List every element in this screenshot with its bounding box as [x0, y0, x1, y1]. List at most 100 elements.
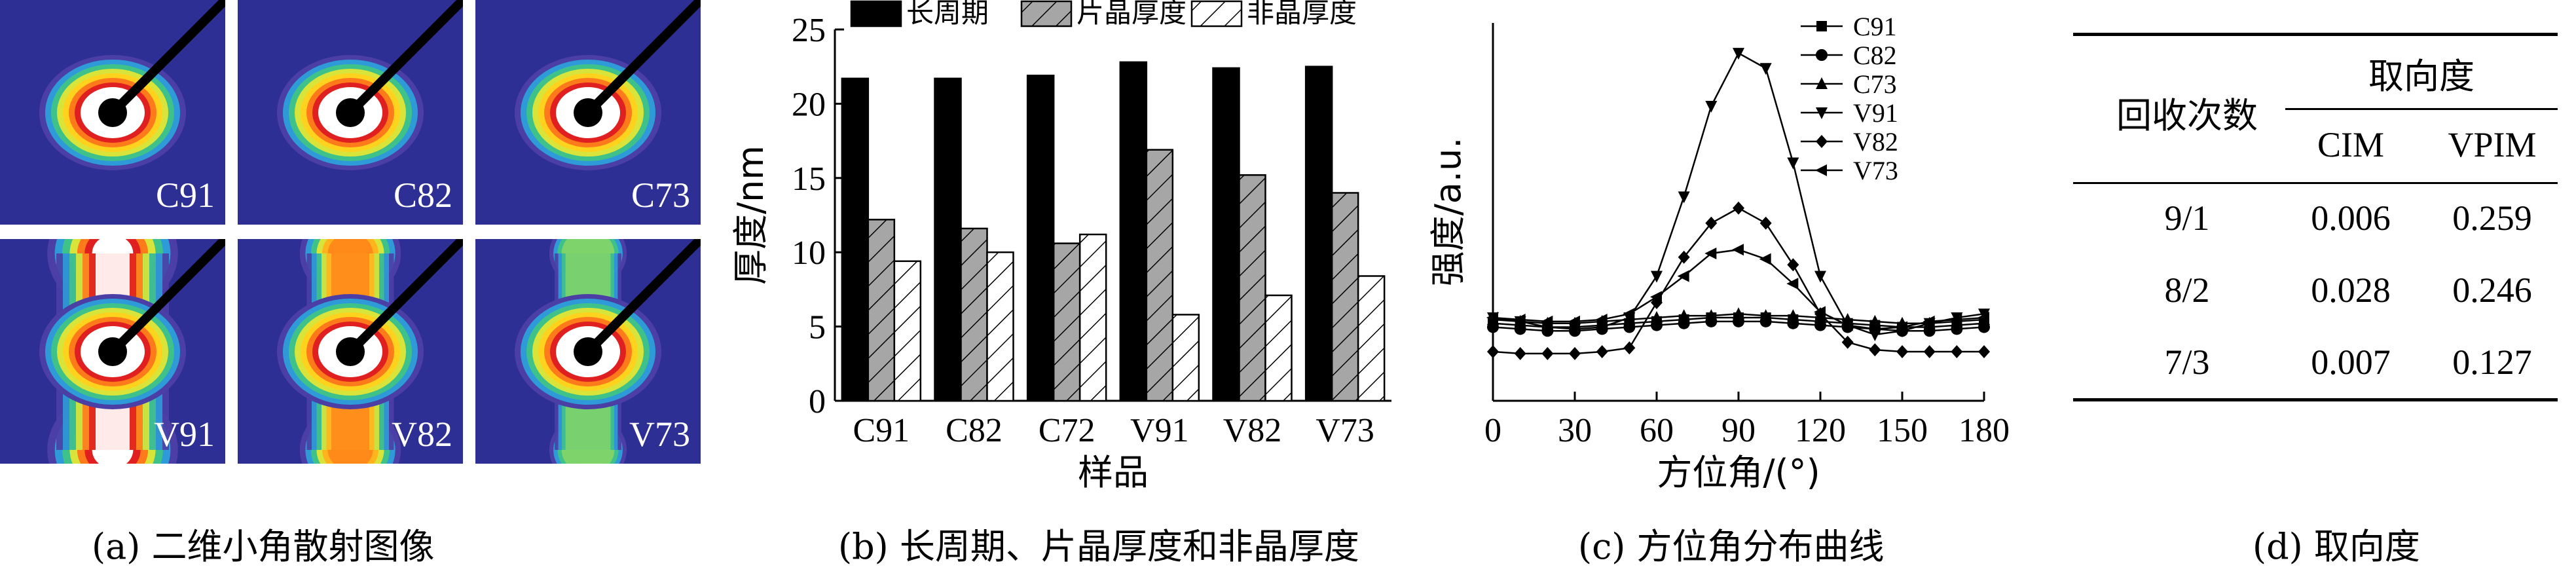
- bar: [841, 77, 870, 402]
- marker-triangle-left-icon: [1704, 247, 1717, 259]
- table-bottom-rule: [2073, 398, 2558, 401]
- beam-stop-arm-icon: [585, 239, 701, 355]
- panel-b-caption: (b) 长周期、片晶厚度和非晶厚度: [838, 526, 1359, 567]
- legend-label: V82: [1853, 127, 1898, 157]
- beam-stop-arm-icon: [347, 239, 463, 355]
- panel-a: C91 C82 C73 V91 V82 V73 (a) 二维小角散射图像: [0, 0, 714, 575]
- marker-triangle-left-icon: [1923, 315, 1935, 327]
- x-tick-label: V73: [1316, 412, 1374, 449]
- y-tick-label: 5: [809, 309, 826, 346]
- saxs-image: V91: [0, 239, 225, 464]
- saxs-image: V73: [475, 239, 701, 464]
- legend-label: 片晶厚度: [1076, 0, 1187, 29]
- marker-diamond-icon: [1569, 346, 1581, 360]
- x-tick-label: C82: [946, 412, 1003, 449]
- series-line: [1492, 52, 1985, 336]
- bar: [893, 260, 922, 402]
- panel-d-caption: (d) 取向度: [2253, 526, 2420, 567]
- marker-triangle-left-icon: [1541, 315, 1553, 327]
- table-row-ratio: 8/2: [2164, 270, 2210, 310]
- marker-triangle-left-icon: [1732, 244, 1744, 256]
- table-header-row-label: 回收次数: [2116, 95, 2258, 136]
- x-tick-label: C72: [1039, 412, 1095, 449]
- marker-triangle-down-icon: [1596, 322, 1608, 334]
- saxs-pattern: [277, 239, 463, 464]
- bar: [1212, 67, 1240, 402]
- saxs-sample-label: V73: [629, 415, 690, 454]
- beam-stop-arm-icon: [347, 0, 463, 116]
- marker-triangle-down-icon: [1787, 157, 1799, 170]
- marker-triangle-left-icon: [1677, 270, 1689, 282]
- x-tick-label: 180: [1959, 412, 2010, 449]
- saxs-sample-label: V91: [154, 415, 215, 454]
- marker-triangle-up-icon: [1733, 307, 1744, 320]
- marker-diamond-icon: [1705, 216, 1718, 230]
- saxs-sample-label: C73: [631, 176, 690, 215]
- bar: [1119, 61, 1148, 402]
- x-tick-label: V82: [1223, 412, 1282, 449]
- marker-triangle-up-icon: [1759, 309, 1772, 322]
- marker-triangle-down-icon: [1678, 191, 1690, 204]
- legend-swatch: [1190, 0, 1243, 28]
- marker-triangle-up-icon: [1705, 309, 1718, 322]
- marker-triangle-down-icon: [1759, 63, 1772, 75]
- legend-swatch: [850, 0, 902, 28]
- line-chart: 0 30 60 90 120 150 180方位角/(°)强度/a.u.C91C82C73V…: [1427, 12, 2010, 493]
- marker-triangle-down-icon: [1651, 270, 1663, 283]
- marker-triangle-up-icon: [1816, 77, 1828, 89]
- saxs-pattern: [39, 0, 225, 170]
- marker-triangle-left-icon: [1814, 306, 1826, 318]
- y-axis-label: 厚度/nm: [730, 145, 771, 285]
- legend-label: 长周期: [906, 0, 989, 29]
- x-tick-label: C91: [853, 412, 910, 449]
- bar: [1238, 174, 1266, 402]
- table-row-vpim: 0.259: [2452, 198, 2532, 238]
- saxs-pattern: [515, 239, 701, 464]
- bar: [1264, 294, 1293, 402]
- marker-triangle-left-icon: [1841, 319, 1853, 331]
- table-col-header-vpim: VPIM: [2448, 125, 2537, 164]
- x-tick-label: 0: [1484, 412, 1501, 449]
- legend-label: 非晶厚度: [1247, 0, 1357, 29]
- bar: [986, 251, 1014, 402]
- bar: [1026, 75, 1055, 402]
- table-header-group: 取向度: [2368, 56, 2475, 97]
- bar: [960, 227, 988, 402]
- x-tick-label: 120: [1795, 412, 1846, 449]
- y-tick-label: 10: [792, 234, 826, 272]
- saxs-image: C91: [0, 0, 225, 225]
- bar: [1171, 314, 1200, 402]
- saxs-sample-label: C82: [393, 176, 452, 215]
- marker-circle-icon: [1816, 49, 1828, 61]
- marker-triangle-down-icon: [1569, 324, 1581, 336]
- table-row-cim: 0.028: [2311, 270, 2391, 310]
- legend-swatch: [1020, 0, 1073, 28]
- table-row-cim: 0.006: [2311, 198, 2391, 238]
- marker-triangle-left-icon: [1786, 278, 1799, 290]
- y-tick-label: 15: [792, 160, 826, 198]
- saxs-sample-label: V82: [392, 415, 452, 454]
- legend-label: C73: [1853, 69, 1897, 99]
- marker-triangle-left-icon: [1513, 313, 1526, 325]
- bar: [1331, 192, 1359, 402]
- x-tick-label: V91: [1130, 412, 1189, 449]
- table-row-cim: 0.007: [2311, 343, 2391, 382]
- marker-triangle-down-icon: [1814, 270, 1826, 283]
- y-tick-label: 20: [792, 86, 826, 123]
- marker-triangle-down-icon: [1705, 100, 1718, 113]
- table-row-ratio: 7/3: [2164, 343, 2210, 382]
- beam-stop-arm-icon: [109, 0, 225, 116]
- marker-diamond-icon: [1514, 346, 1526, 360]
- panel-c-caption: (c) 方位角分布曲线: [1578, 526, 1885, 567]
- marker-triangle-left-icon: [1623, 308, 1635, 320]
- x-axis-label: 方位角/(°): [1657, 452, 1820, 493]
- y-tick-label: 0: [809, 383, 826, 420]
- saxs-image: C73: [475, 0, 701, 225]
- marker-triangle-left-icon: [1650, 291, 1662, 303]
- marker-triangle-up-icon: [1869, 314, 1881, 327]
- panel-a-caption: (a) 二维小角散射图像: [92, 526, 435, 567]
- bar: [1078, 233, 1107, 402]
- marker-diamond-icon: [1487, 344, 1499, 358]
- marker-diamond-icon: [1896, 344, 1908, 358]
- marker-diamond-icon: [1841, 335, 1854, 349]
